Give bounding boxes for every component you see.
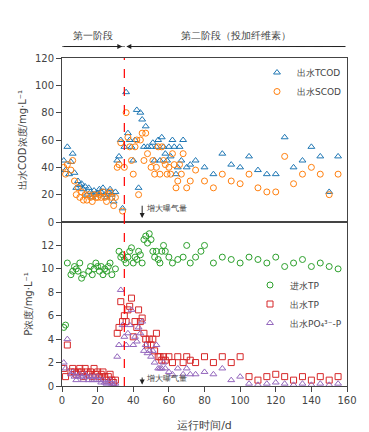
- svg-text:出水COD浓度/mg·L⁻¹: 出水COD浓度/mg·L⁻¹: [17, 90, 28, 190]
- svg-text:60: 60: [163, 395, 176, 406]
- svg-text:80: 80: [198, 395, 211, 406]
- svg-text:增大曝气量: 增大曝气量: [146, 204, 187, 213]
- svg-text:0: 0: [59, 395, 65, 406]
- svg-text:第一阶段: 第一阶段: [73, 30, 113, 41]
- svg-text:120: 120: [266, 395, 285, 406]
- svg-text:100: 100: [35, 80, 54, 91]
- svg-text:40: 40: [127, 395, 140, 406]
- svg-text:120: 120: [35, 53, 54, 64]
- svg-text:出水SCOD: 出水SCOD: [297, 87, 341, 97]
- svg-text:20: 20: [91, 395, 104, 406]
- svg-text:10: 10: [41, 263, 54, 274]
- svg-text:运行时间/d: 运行时间/d: [177, 419, 232, 432]
- svg-text:20: 20: [41, 189, 54, 200]
- svg-text:出水TP: 出水TP: [290, 300, 319, 310]
- svg-text:增大曝气量: 增大曝气量: [146, 374, 187, 383]
- svg-text:第二阶段（投加纤维素）: 第二阶段（投加纤维素）: [181, 30, 291, 41]
- svg-text:4: 4: [48, 334, 54, 345]
- svg-text:40: 40: [41, 162, 54, 173]
- svg-text:6: 6: [48, 310, 54, 321]
- svg-text:2: 2: [48, 357, 54, 368]
- svg-text:出水TCOD: 出水TCOD: [297, 68, 340, 78]
- svg-text:进水TP: 进水TP: [290, 281, 319, 291]
- svg-text:P浓度/mg·L⁻¹: P浓度/mg·L⁻¹: [23, 272, 34, 336]
- svg-text:80: 80: [41, 107, 54, 118]
- svg-text:60: 60: [41, 135, 54, 146]
- svg-text:160: 160: [337, 395, 356, 406]
- svg-text:出水PO₄³⁻-P: 出水PO₄³⁻-P: [290, 319, 342, 329]
- svg-text:12: 12: [41, 240, 54, 251]
- svg-text:8: 8: [48, 287, 54, 298]
- svg-text:100: 100: [231, 395, 250, 406]
- svg-text:0: 0: [48, 381, 54, 392]
- svg-text:0: 0: [48, 217, 54, 228]
- svg-text:140: 140: [302, 395, 321, 406]
